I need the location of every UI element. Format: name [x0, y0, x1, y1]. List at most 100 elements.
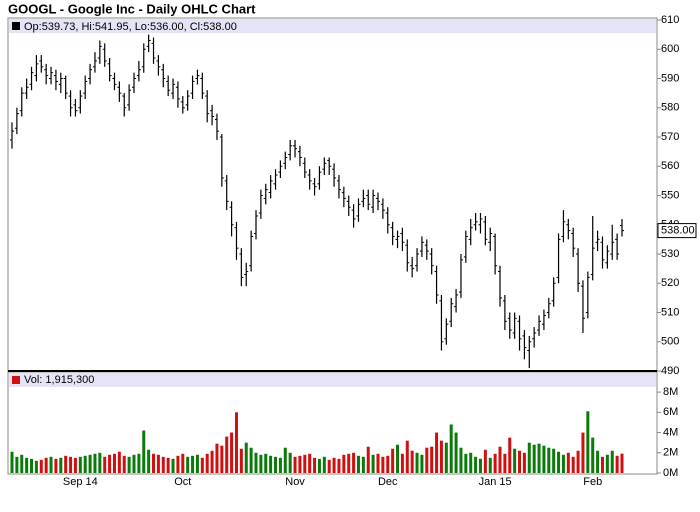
volume-bar	[161, 456, 165, 473]
volume-bar	[147, 449, 151, 473]
volume-bar	[283, 447, 287, 473]
volume-bar	[405, 440, 409, 473]
volume-bar	[469, 452, 473, 473]
volume-bar	[78, 456, 82, 473]
volume-bar	[191, 455, 195, 473]
volume-bar	[620, 453, 624, 473]
volume-bar	[552, 448, 556, 473]
volume-bar	[93, 453, 97, 473]
volume-bar	[117, 451, 121, 473]
volume-bar	[400, 453, 404, 473]
volume-bar	[347, 453, 351, 473]
chart-title: GOOGL - Google Inc - Daily OHLC Chart	[8, 1, 256, 16]
volume-bar	[30, 458, 34, 473]
volume-bar	[239, 448, 243, 473]
y-tick-label: 560	[661, 160, 679, 172]
volume-bar	[313, 457, 317, 473]
volume-bar	[513, 448, 517, 473]
y-tick-label: 2M	[663, 447, 678, 459]
volume-bar	[464, 453, 468, 473]
legend-swatch	[12, 22, 20, 30]
volume-bar	[415, 452, 419, 473]
volume-bar	[176, 455, 180, 473]
volume-bar	[293, 456, 297, 473]
volume-bar	[327, 459, 331, 473]
volume-bar	[205, 453, 209, 473]
volume-bar	[54, 458, 58, 473]
y-tick-label: 4M	[663, 426, 678, 438]
volume-bar	[181, 453, 185, 473]
volume-bar	[69, 456, 73, 473]
volume-bar	[439, 440, 443, 473]
volume-bar	[493, 453, 497, 473]
volume-bar	[132, 454, 136, 473]
volume-swatch	[12, 376, 20, 384]
volume-bar	[274, 456, 278, 473]
volume-bar	[557, 451, 561, 473]
x-tick-label: Nov	[285, 476, 305, 488]
y-tick-label: 610	[661, 14, 679, 26]
volume-bar	[581, 432, 585, 473]
y-tick-label: 500	[661, 336, 679, 348]
legend-text: Op:539.73, Hi:541.95, Lo:536.00, Cl:538.…	[24, 21, 237, 33]
volume-bar	[49, 456, 53, 473]
volume-bar	[366, 446, 370, 473]
volume-bar	[381, 456, 385, 473]
volume-bar	[376, 453, 380, 473]
volume-bar	[308, 453, 312, 473]
volume-bar	[483, 449, 487, 473]
volume-bar	[83, 455, 87, 473]
volume-bar	[278, 457, 282, 473]
volume-bar	[488, 457, 492, 473]
last-price-box	[657, 223, 697, 239]
volume-bar	[298, 455, 302, 473]
volume-bar	[561, 454, 565, 473]
y-tick-label: 0M	[663, 467, 678, 479]
y-tick-label: 600	[661, 43, 679, 55]
x-tick-label: Oct	[174, 476, 191, 488]
volume-bar	[527, 442, 531, 473]
volume-bar	[576, 450, 580, 473]
volume-bar	[337, 458, 341, 473]
volume-bar	[200, 457, 204, 473]
volume-bar	[171, 458, 175, 473]
volume-bar	[371, 454, 375, 473]
last-price-label: 538.00	[661, 225, 695, 237]
volume-bar	[20, 454, 24, 473]
y-tick-label: 530	[661, 248, 679, 260]
volume-bar	[254, 452, 258, 473]
volume-bar	[264, 453, 268, 473]
volume-bar	[64, 455, 68, 473]
volume-bar	[103, 456, 107, 473]
volume-bar	[225, 436, 229, 473]
legend-strip	[9, 19, 656, 33]
volume-bar	[537, 443, 541, 473]
volume-bar	[15, 456, 19, 473]
volume-bar	[474, 456, 478, 473]
volume-bar	[396, 444, 400, 473]
volume-bar	[449, 424, 453, 473]
y-tick-label: 8M	[663, 386, 678, 398]
volume-bar	[435, 432, 439, 473]
x-tick-label: Feb	[583, 476, 602, 488]
volume-bar	[317, 458, 321, 473]
volume-bar	[342, 454, 346, 473]
y-tick-label: 490	[661, 365, 679, 377]
volume-bar	[122, 455, 126, 473]
volume-bar	[112, 453, 116, 473]
volume-bar	[444, 442, 448, 473]
volume-bar	[478, 458, 482, 473]
volume-bar	[605, 454, 609, 473]
y-tick-label: 6M	[663, 406, 678, 418]
volume-bar	[73, 457, 77, 473]
volume-bar	[508, 437, 512, 473]
volume-bar	[195, 454, 199, 473]
volume-bar	[615, 455, 619, 473]
volume-bar	[596, 450, 600, 473]
volume-bar	[420, 454, 424, 473]
volume-bar	[571, 456, 575, 473]
volume-bar	[542, 445, 546, 473]
volume-bar	[10, 451, 14, 473]
volume-bar	[322, 456, 326, 473]
volume-bar	[244, 442, 248, 473]
